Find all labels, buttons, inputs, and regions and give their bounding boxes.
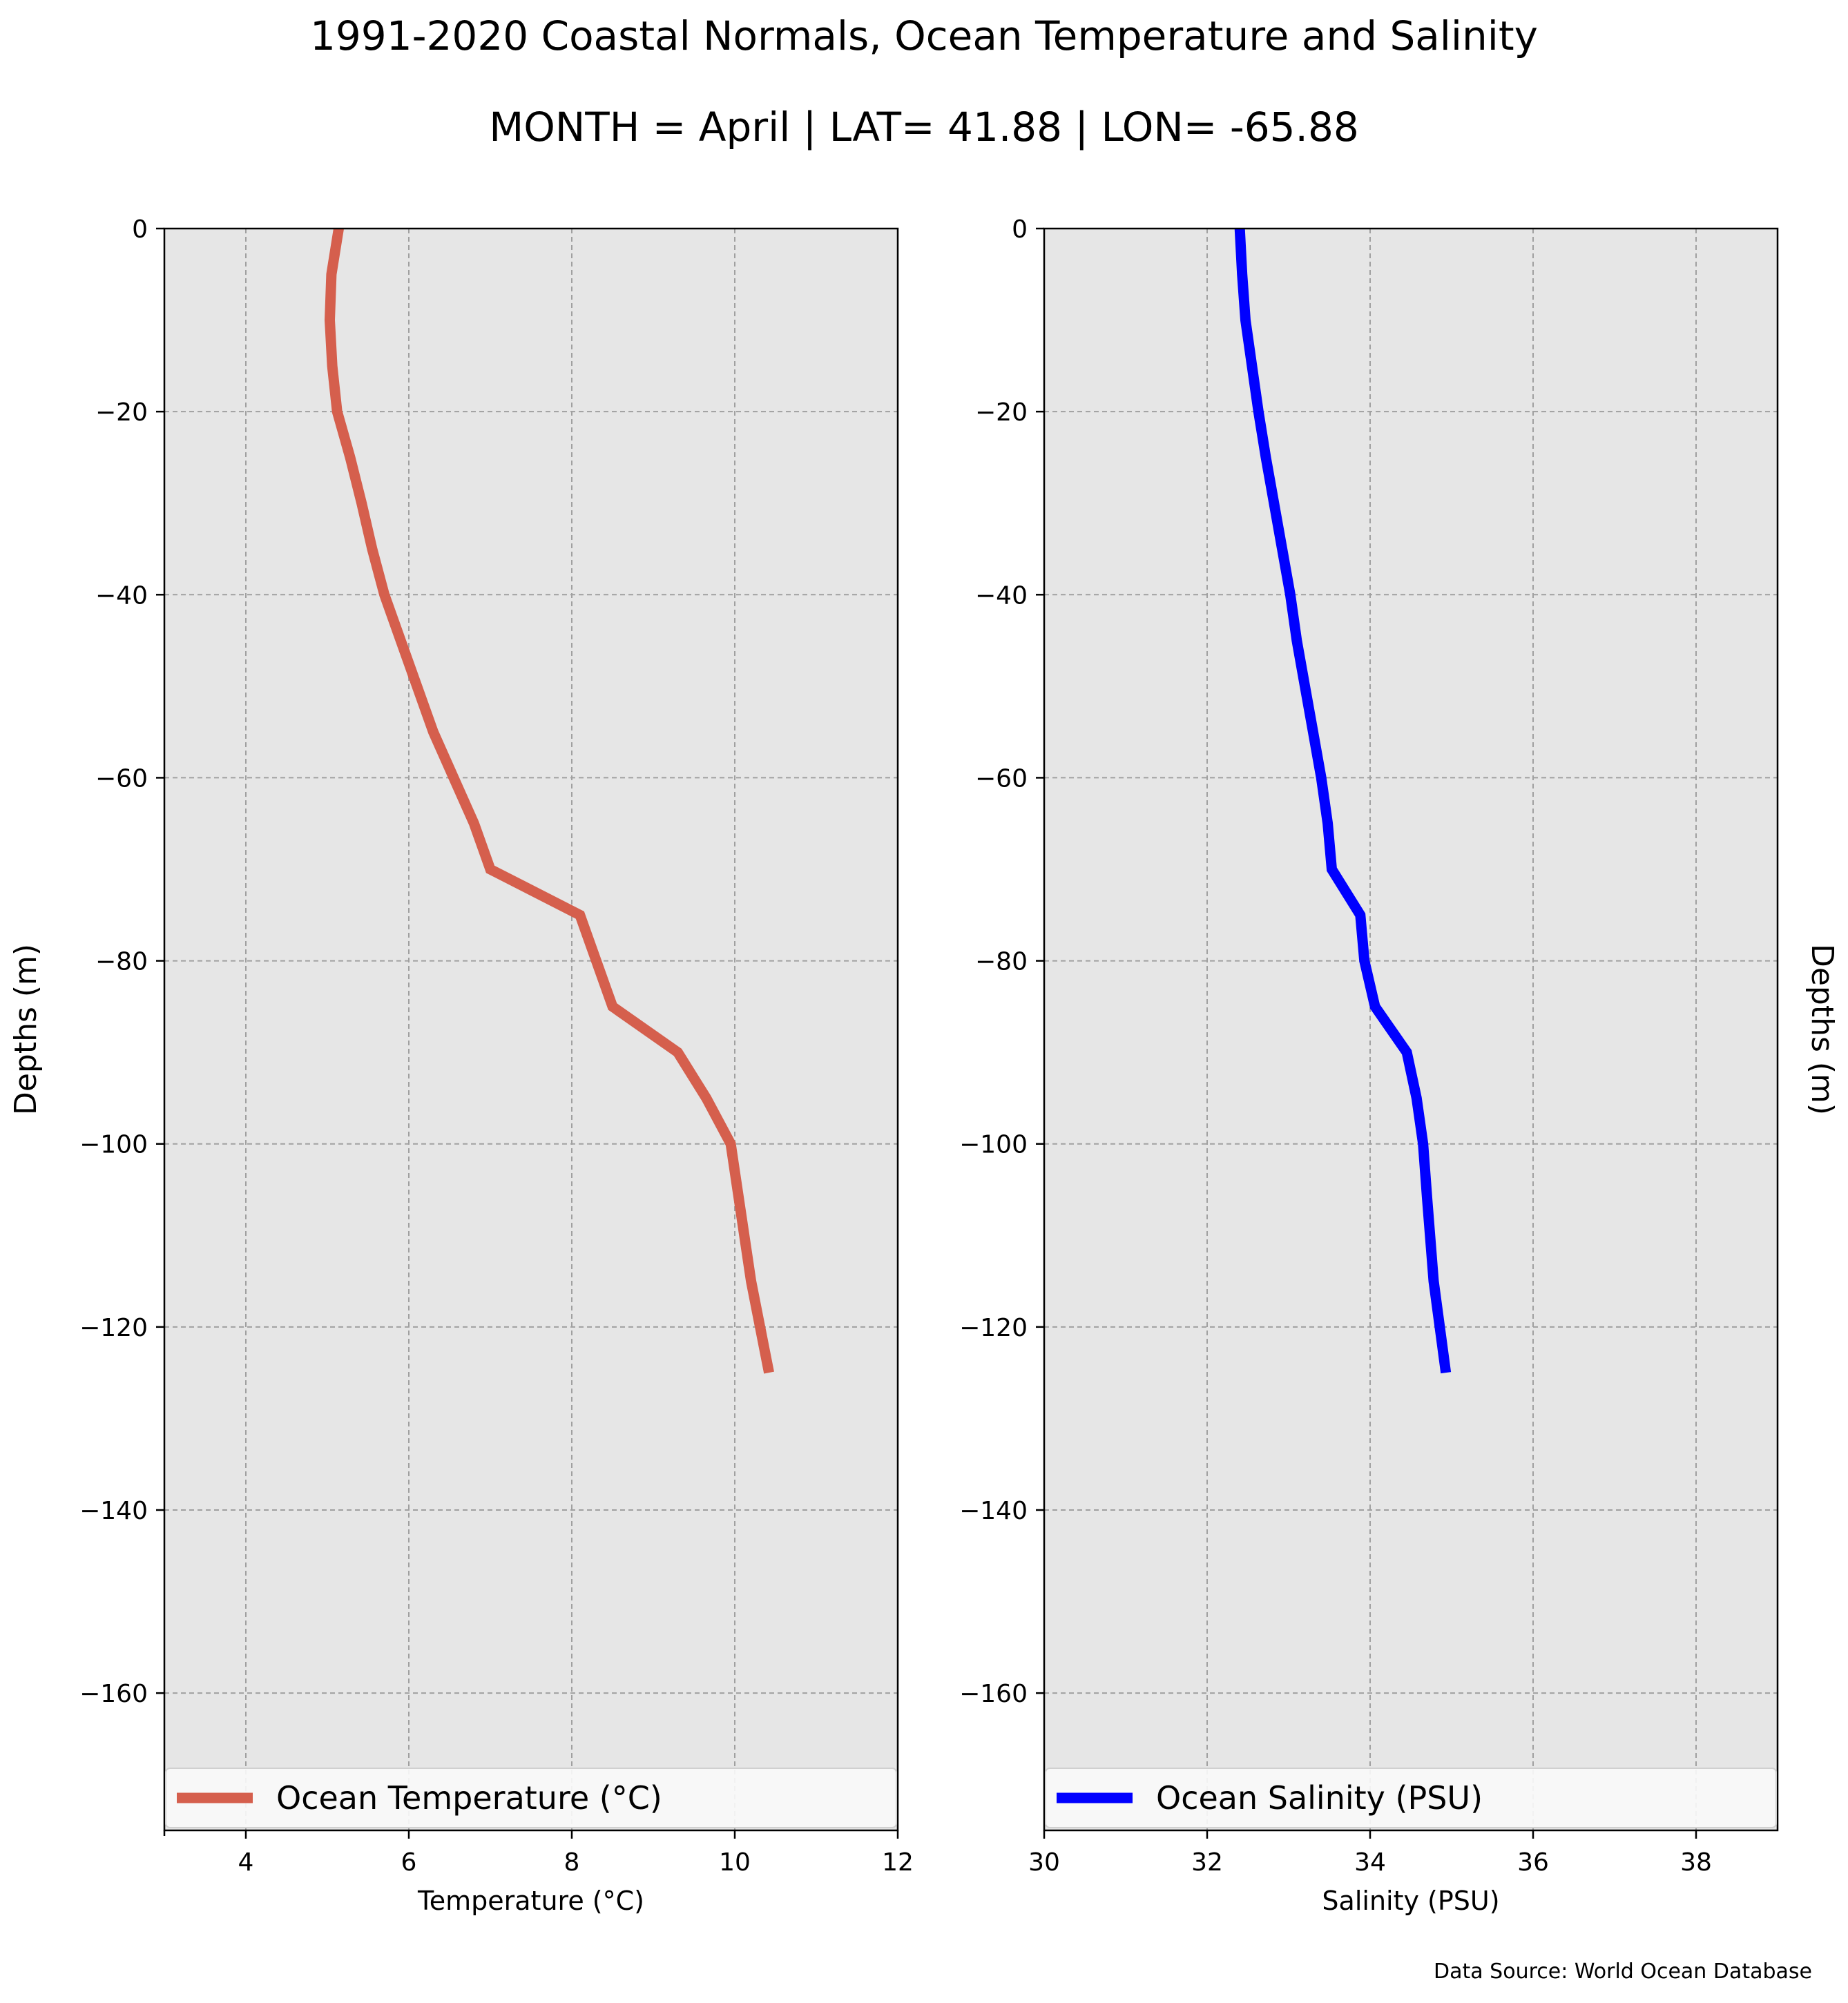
series-line-salinity	[1234, 228, 1452, 1374]
axes-frame	[163, 227, 899, 1832]
y-tick-label: −20	[975, 398, 1028, 427]
x-axis-label: Salinity (PSU)	[1322, 1886, 1499, 1916]
series-line-temperature	[324, 227, 774, 1374]
plot-salinity: 30 32 34 36 38 0 −20 −40 −60 −80 −100 −120 −140 −160 S…	[959, 215, 1840, 1916]
plot-temperature: 4 6 8 10 12 0 −20 −40 −60 −80 −100 −120 −140 −160 Temp…	[8, 215, 914, 1916]
y-tick-label: −100	[79, 1131, 148, 1159]
y-tick-label: −160	[959, 1680, 1028, 1708]
x-axis-label: Temperature (°C)	[417, 1886, 644, 1916]
plot-background	[1044, 229, 1778, 1830]
y-tick-label: −40	[95, 581, 148, 610]
y-tick-label: 0	[1012, 215, 1028, 244]
y-tick-label: −120	[959, 1314, 1028, 1342]
y-tick-label: −60	[975, 764, 1028, 793]
legend-box	[165, 1768, 897, 1828]
y-tick-label: −20	[95, 398, 148, 427]
x-tick-label: 30	[1028, 1848, 1060, 1877]
y-tick-label: −120	[79, 1314, 148, 1342]
y-tick-label: −80	[95, 948, 148, 976]
y-axis-label: Depths (m)	[1804, 944, 1840, 1115]
plot-background	[164, 229, 898, 1830]
data-source-note: Data Source: World Ocean Database	[1434, 1960, 1812, 1984]
x-tick-label: 6	[401, 1848, 417, 1877]
legend-label: Ocean Salinity (PSU)	[1156, 1779, 1483, 1817]
y-axis-label: Depths (m)	[8, 944, 44, 1115]
y-tick-label: −140	[79, 1497, 148, 1525]
legend-label: Ocean Temperature (°C)	[276, 1779, 662, 1817]
x-tick-label: 32	[1191, 1848, 1223, 1877]
y-tick-label: −60	[95, 764, 148, 793]
x-tick-label: 8	[564, 1848, 580, 1877]
x-tick-label: 10	[719, 1848, 751, 1877]
x-tick-label: 34	[1354, 1848, 1386, 1877]
x-tick-label: 38	[1680, 1848, 1712, 1877]
x-tick-label: 4	[238, 1848, 254, 1877]
y-tick-label: −100	[959, 1131, 1028, 1159]
chart-title: 1991-2020 Coastal Normals, Ocean Tempera…	[310, 12, 1538, 59]
y-tick-label: 0	[132, 215, 148, 244]
legend-box	[1045, 1768, 1777, 1828]
y-tick-label: −40	[975, 581, 1028, 610]
y-tick-label: −140	[959, 1497, 1028, 1525]
y-tick-label: −160	[79, 1680, 148, 1708]
y-tick-label: −80	[975, 948, 1028, 976]
chart-subtitle: MONTH = April | LAT= 41.88 | LON= -65.88	[489, 104, 1359, 151]
axes-frame	[1043, 227, 1779, 1832]
x-tick-label: 36	[1517, 1848, 1549, 1877]
x-tick-label: 12	[882, 1848, 914, 1877]
